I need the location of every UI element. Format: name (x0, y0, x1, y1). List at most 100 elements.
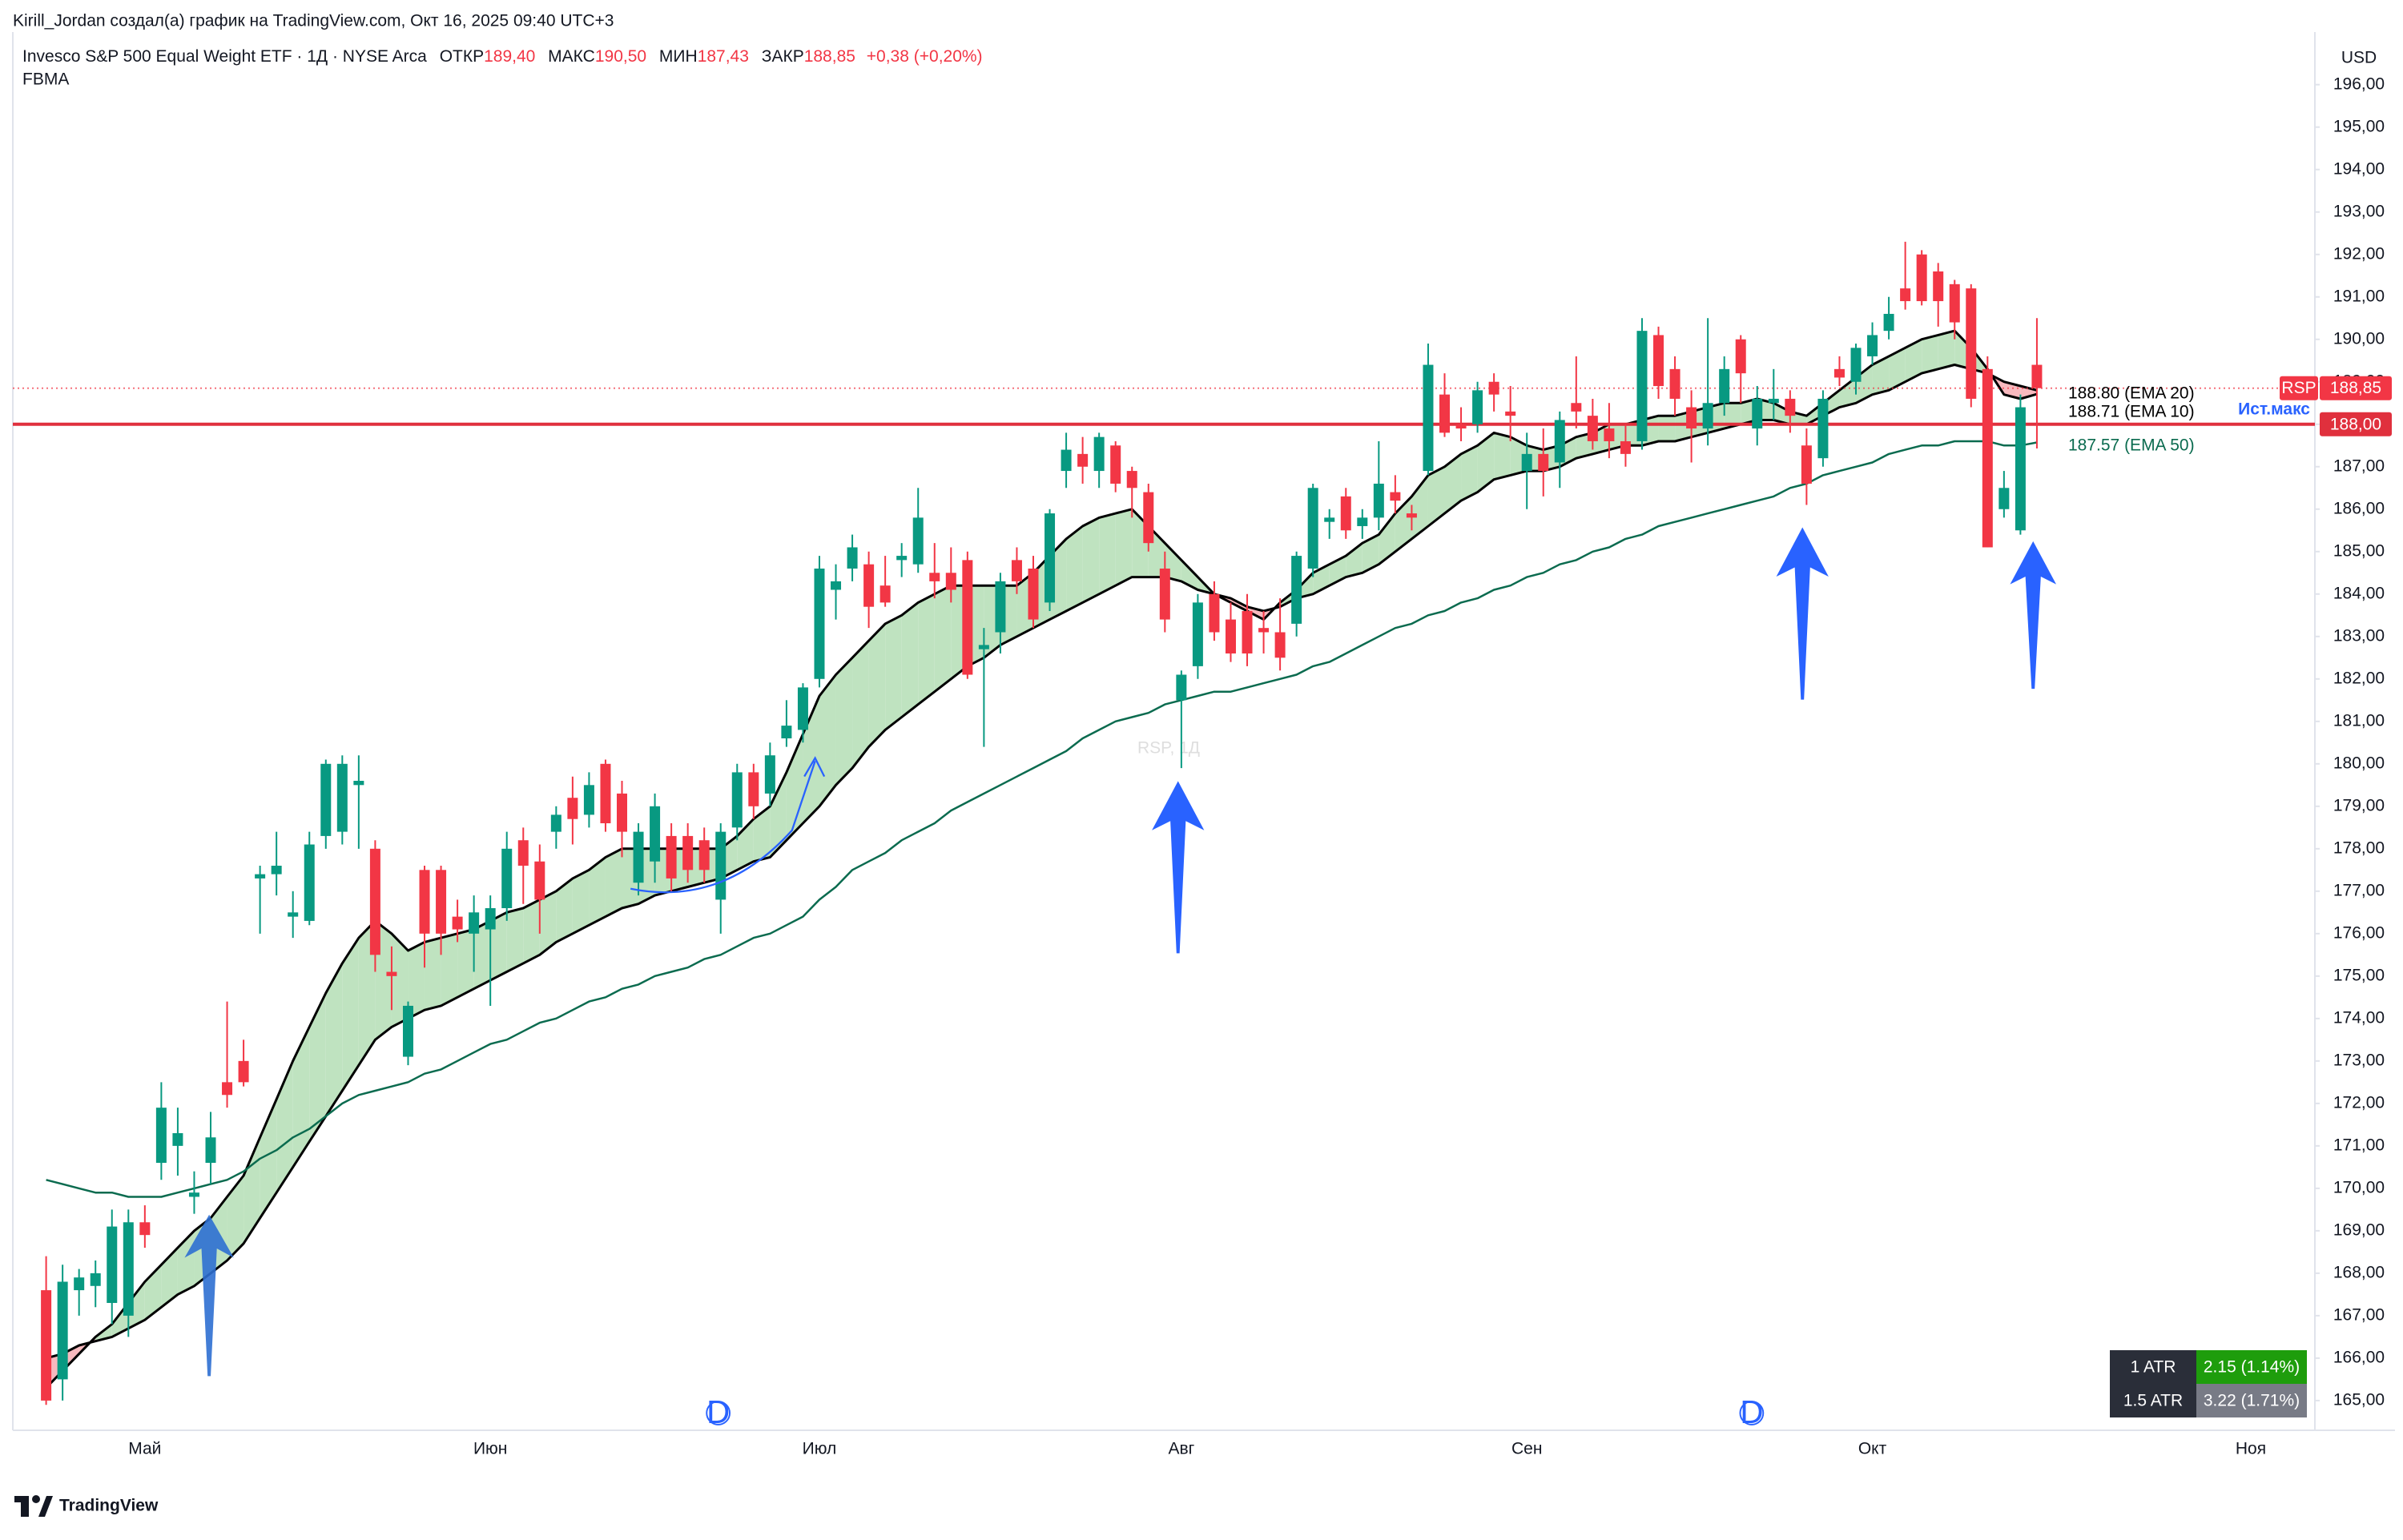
candle-body (1373, 483, 1384, 518)
x-tick-label: Окт (1858, 1440, 1887, 1458)
candle-body (1702, 403, 1713, 429)
y-tick-label: 166,00 (2333, 1348, 2385, 1366)
ema-band (1872, 356, 1890, 395)
candle-body (1340, 496, 1351, 531)
y-tick-label: 191,00 (2333, 287, 2385, 305)
ohlc-label: ЗАКР (762, 47, 804, 66)
annotation-arrow (2010, 541, 2057, 690)
candle-body (1883, 313, 1894, 332)
ema-band (1082, 517, 1100, 603)
candle-body (781, 726, 792, 738)
candle-body (814, 568, 825, 679)
y-tick-label: 167,00 (2333, 1305, 2385, 1324)
candle-body (1439, 394, 1450, 433)
candle-body (386, 971, 397, 976)
change: +0,38 (+0,20%) (867, 47, 983, 66)
ema-band (128, 1281, 145, 1329)
y-tick-label: 173,00 (2333, 1051, 2385, 1069)
candle-body (123, 1222, 134, 1316)
ema-band (885, 615, 902, 730)
price-tag-box (2280, 376, 2318, 400)
y-tick-label: 196,00 (2333, 74, 2385, 93)
candle-body (1966, 288, 1977, 399)
y-tick-label: 176,00 (2333, 923, 2385, 942)
price-label: 188,85 (2330, 379, 2381, 397)
ema-label: 188.80 (EMA 20) (2068, 384, 2195, 403)
candle-body (1768, 398, 1779, 404)
ema-band (244, 1137, 260, 1244)
candle-body (452, 916, 463, 930)
candle-body (1719, 368, 1730, 404)
candle-body (534, 861, 545, 900)
candle-body (1324, 517, 1335, 522)
ema-band (835, 657, 853, 786)
ema-band (589, 857, 606, 926)
candle-body (1867, 335, 1878, 356)
watermark: RSP, 1Д (1137, 739, 1200, 758)
ema-band (1658, 416, 1676, 441)
candle-body (1998, 488, 2010, 509)
ema-band (753, 806, 771, 862)
atr-cell (2196, 1350, 2307, 1384)
candle-body (1077, 453, 1089, 467)
ema-band (1099, 513, 1116, 594)
ema-band (539, 891, 557, 955)
candle-body (1833, 368, 1845, 378)
candle-body (945, 573, 956, 590)
candle-body (1620, 440, 1631, 454)
y-tick-label: 193,00 (2333, 202, 2385, 220)
candle-body (1900, 288, 1911, 302)
candle-body (172, 1132, 183, 1146)
y-tick-label: 183,00 (2333, 626, 2385, 645)
candle-body (1258, 628, 1270, 633)
y-tick-label: 175,00 (2333, 966, 2385, 984)
y-tick-label: 186,00 (2333, 499, 2385, 517)
y-tick-label: 182,00 (2333, 669, 2385, 687)
y-tick-label: 174,00 (2333, 1008, 2385, 1027)
ohlc-value: 190,50 (595, 47, 646, 66)
atr-label: 1.5 ATR (2123, 1392, 2183, 1410)
candle-body (1505, 411, 1516, 416)
x-tick-label: Сен (1511, 1440, 1542, 1458)
plot-area (13, 241, 2315, 1405)
ema-band (1494, 432, 1511, 480)
x-tick-label: Июн (473, 1440, 507, 1458)
candle-body (797, 687, 808, 730)
ema-band (1362, 534, 1379, 573)
ema-band (309, 993, 326, 1142)
logo: TradingView (14, 1495, 159, 1517)
candle-body (1126, 471, 1137, 489)
candle-body (666, 835, 677, 879)
brand: TradingView (59, 1497, 159, 1515)
y-tick-label: 172,00 (2333, 1093, 2385, 1112)
candle-body (633, 831, 644, 883)
ema-band (786, 734, 803, 841)
atr-value: 3.22 (1.71%) (2204, 1392, 2300, 1410)
candle-body (271, 866, 282, 875)
candle-body (1785, 398, 1796, 416)
candle-body (155, 1108, 167, 1164)
y-tick-label: 180,00 (2333, 754, 2385, 772)
annotation-arrow (184, 1214, 234, 1377)
ema-band (1444, 453, 1462, 514)
annotation-arrow (1776, 527, 1829, 700)
candle-body (698, 840, 710, 871)
ema-band (852, 641, 869, 769)
annotations: D D (184, 527, 2057, 1430)
candle-body (419, 870, 430, 934)
ema-band (1477, 432, 1495, 493)
price-note: Ист.макс (2238, 400, 2310, 418)
ema-band (572, 870, 590, 934)
candle-body (1538, 453, 1549, 472)
candle-body (1933, 271, 1944, 302)
candle-body (469, 912, 480, 934)
candle-body (863, 564, 875, 607)
legend-line: Invesco S&P 500 Equal Weight ETF · 1Д · … (22, 47, 983, 66)
candle-body (617, 793, 627, 832)
ema-band (1773, 403, 1790, 424)
candle-body (650, 806, 661, 862)
annotation-curve (630, 756, 826, 894)
candle-body (1817, 398, 1829, 459)
candle-body (962, 560, 973, 675)
candle-body (1801, 445, 1812, 484)
